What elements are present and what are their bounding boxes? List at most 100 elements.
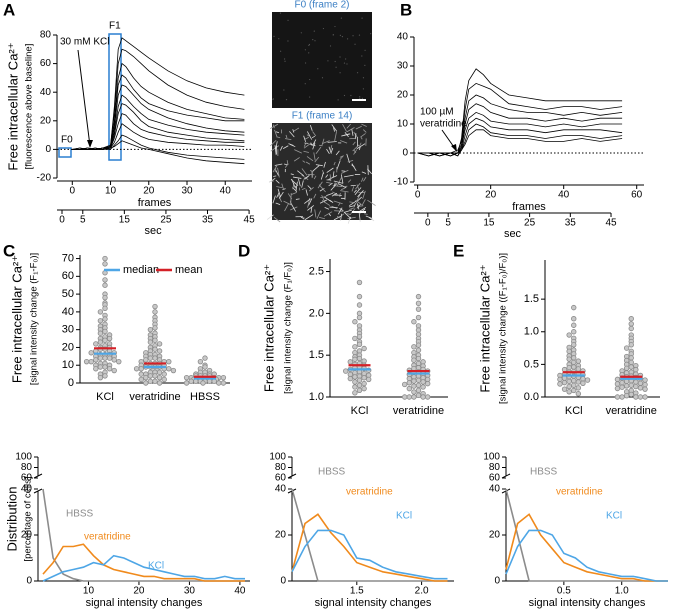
fiber <box>347 216 356 219</box>
fiber <box>360 136 363 140</box>
y-axis-label: Free intracellular Ca²⁺ <box>5 42 20 170</box>
series-label: HBSS <box>318 467 346 478</box>
fiber <box>305 189 308 196</box>
fiber <box>303 142 311 149</box>
data-point <box>147 355 154 361</box>
speck <box>329 45 332 47</box>
speck <box>308 44 310 46</box>
x2-tick-label: 0 <box>59 215 65 226</box>
data-point <box>628 359 634 366</box>
annotation: F0 <box>61 135 73 146</box>
data-point <box>619 379 625 386</box>
x-tick-label: 30 <box>184 586 196 597</box>
y-tick-label: 0.0 <box>524 391 539 403</box>
fiber <box>275 141 278 150</box>
fiber <box>293 127 300 132</box>
speck <box>334 25 336 28</box>
data-point <box>356 314 363 321</box>
series-label: KCl <box>396 511 412 522</box>
arrow <box>77 49 91 147</box>
fiber <box>310 207 313 213</box>
y-tick-label: 0 <box>402 148 408 159</box>
x-tick-label: KCl <box>96 391 114 403</box>
annotation: 30 mM KCl <box>60 37 109 48</box>
fiber <box>315 146 322 154</box>
x-tick-label: veratridine <box>606 405 657 417</box>
speck <box>285 99 288 101</box>
fiber <box>292 176 302 179</box>
speck <box>343 62 346 64</box>
fiber <box>307 185 312 190</box>
fiber <box>274 163 283 166</box>
y-tick-label: 20 <box>275 530 287 541</box>
series-line <box>291 513 448 582</box>
fiber <box>363 176 367 182</box>
fiber <box>342 123 347 132</box>
fiber <box>346 127 355 133</box>
y-tick-label: 80 <box>489 462 501 473</box>
data-point <box>575 379 582 385</box>
fiber <box>358 212 361 222</box>
speck <box>356 72 359 74</box>
data-point <box>637 394 644 400</box>
series-line <box>42 543 245 582</box>
fiber <box>332 191 341 197</box>
y-tick-label: 40 <box>489 484 501 495</box>
speck <box>364 49 366 51</box>
data-point <box>575 385 582 391</box>
y-tick-label: 70 <box>62 252 74 264</box>
fiber <box>275 170 279 176</box>
fiber <box>315 164 323 167</box>
speck <box>361 55 363 57</box>
speck <box>339 34 341 36</box>
fiber <box>336 177 342 186</box>
fiber <box>270 145 280 152</box>
data-point <box>411 357 417 363</box>
series-line <box>291 529 448 580</box>
data-point <box>580 376 586 382</box>
y-tick-label: -10 <box>394 177 409 188</box>
data-point <box>566 356 572 362</box>
data-point <box>156 348 163 354</box>
data-point <box>133 366 140 372</box>
y-axis-sublabel: [fluorescence above baseline] <box>24 44 35 170</box>
data-point <box>571 355 577 361</box>
legend-label: median <box>123 264 159 276</box>
fiber <box>275 179 280 184</box>
data-point <box>415 300 422 307</box>
data-point <box>580 380 586 386</box>
data-point <box>161 371 167 377</box>
x-tick-label: 40 <box>234 586 246 597</box>
series-line <box>505 529 668 582</box>
fiber <box>291 192 297 195</box>
data-point <box>584 377 591 383</box>
fiber <box>319 188 325 192</box>
data-point <box>183 374 190 381</box>
fiber <box>290 173 294 176</box>
data-point <box>143 380 149 386</box>
y-tick-label: 2.5 <box>309 265 324 277</box>
data-point <box>220 380 227 386</box>
y-tick-label: 20 <box>397 90 409 101</box>
fiber <box>310 142 313 146</box>
series-line <box>72 140 245 165</box>
fiber <box>365 215 373 219</box>
data-point <box>411 344 417 350</box>
data-point <box>88 350 94 356</box>
data-point <box>352 379 358 385</box>
fiber <box>292 129 295 133</box>
data-point <box>425 394 431 400</box>
y-tick-label: 50 <box>62 288 74 300</box>
y-tick-label: 1.5 <box>524 293 539 305</box>
series-line <box>72 123 245 150</box>
fiber <box>347 179 352 183</box>
data-point <box>614 376 621 383</box>
data-point <box>566 332 572 338</box>
fiber <box>356 204 361 209</box>
data-point <box>633 394 639 400</box>
fiber <box>333 180 344 184</box>
x-tick-label: 10 <box>105 186 117 197</box>
fiber <box>309 125 313 131</box>
fiber <box>326 181 332 184</box>
data-point <box>143 374 149 381</box>
